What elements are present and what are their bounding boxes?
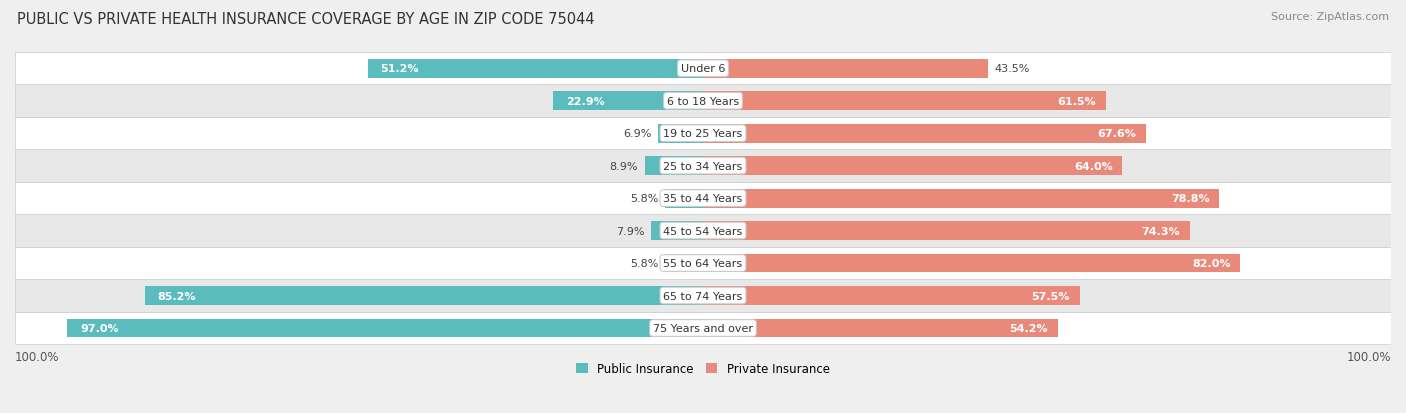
Text: 85.2%: 85.2% bbox=[157, 291, 197, 301]
Bar bbox=[703, 157, 1122, 176]
FancyBboxPatch shape bbox=[15, 215, 1391, 247]
Text: 55 to 64 Years: 55 to 64 Years bbox=[664, 259, 742, 268]
Bar bbox=[703, 222, 1189, 240]
Text: 78.8%: 78.8% bbox=[1171, 194, 1209, 204]
Text: 25 to 34 Years: 25 to 34 Years bbox=[664, 161, 742, 171]
Bar bbox=[703, 189, 1219, 208]
FancyBboxPatch shape bbox=[15, 247, 1391, 280]
Bar bbox=[703, 319, 1059, 337]
Text: 61.5%: 61.5% bbox=[1057, 97, 1097, 107]
Text: 7.9%: 7.9% bbox=[616, 226, 645, 236]
FancyBboxPatch shape bbox=[15, 312, 1391, 344]
FancyBboxPatch shape bbox=[15, 53, 1391, 85]
FancyBboxPatch shape bbox=[15, 280, 1391, 312]
Text: 22.9%: 22.9% bbox=[567, 97, 605, 107]
Bar bbox=[665, 254, 703, 273]
Text: Source: ZipAtlas.com: Source: ZipAtlas.com bbox=[1271, 12, 1389, 22]
Text: 5.8%: 5.8% bbox=[630, 194, 658, 204]
Bar bbox=[665, 189, 703, 208]
Text: 100.0%: 100.0% bbox=[1347, 350, 1391, 363]
Text: 6.9%: 6.9% bbox=[623, 129, 651, 139]
Text: 97.0%: 97.0% bbox=[80, 323, 120, 333]
Bar bbox=[658, 124, 703, 143]
Text: 100.0%: 100.0% bbox=[15, 350, 59, 363]
Legend: Public Insurance, Private Insurance: Public Insurance, Private Insurance bbox=[571, 357, 835, 380]
Text: 51.2%: 51.2% bbox=[381, 64, 419, 74]
Text: 43.5%: 43.5% bbox=[994, 64, 1031, 74]
Text: 19 to 25 Years: 19 to 25 Years bbox=[664, 129, 742, 139]
FancyBboxPatch shape bbox=[15, 85, 1391, 118]
Bar bbox=[703, 124, 1146, 143]
Text: 54.2%: 54.2% bbox=[1010, 323, 1049, 333]
Bar bbox=[703, 254, 1240, 273]
Text: 8.9%: 8.9% bbox=[610, 161, 638, 171]
Text: 5.8%: 5.8% bbox=[630, 259, 658, 268]
Bar bbox=[67, 319, 703, 337]
Bar bbox=[367, 59, 703, 78]
Text: 82.0%: 82.0% bbox=[1192, 259, 1230, 268]
Bar bbox=[651, 222, 703, 240]
Text: 35 to 44 Years: 35 to 44 Years bbox=[664, 194, 742, 204]
Text: 75 Years and over: 75 Years and over bbox=[652, 323, 754, 333]
Text: 74.3%: 74.3% bbox=[1142, 226, 1180, 236]
FancyBboxPatch shape bbox=[15, 183, 1391, 215]
Bar bbox=[703, 286, 1080, 305]
Bar bbox=[703, 92, 1107, 111]
Bar bbox=[553, 92, 703, 111]
Text: PUBLIC VS PRIVATE HEALTH INSURANCE COVERAGE BY AGE IN ZIP CODE 75044: PUBLIC VS PRIVATE HEALTH INSURANCE COVER… bbox=[17, 12, 595, 27]
Text: 65 to 74 Years: 65 to 74 Years bbox=[664, 291, 742, 301]
Text: Under 6: Under 6 bbox=[681, 64, 725, 74]
FancyBboxPatch shape bbox=[15, 150, 1391, 183]
Text: 67.6%: 67.6% bbox=[1097, 129, 1136, 139]
Bar bbox=[145, 286, 703, 305]
Text: 45 to 54 Years: 45 to 54 Years bbox=[664, 226, 742, 236]
Bar bbox=[703, 59, 988, 78]
Text: 6 to 18 Years: 6 to 18 Years bbox=[666, 97, 740, 107]
Bar bbox=[645, 157, 703, 176]
Text: 57.5%: 57.5% bbox=[1032, 291, 1070, 301]
Text: 64.0%: 64.0% bbox=[1074, 161, 1112, 171]
FancyBboxPatch shape bbox=[15, 118, 1391, 150]
